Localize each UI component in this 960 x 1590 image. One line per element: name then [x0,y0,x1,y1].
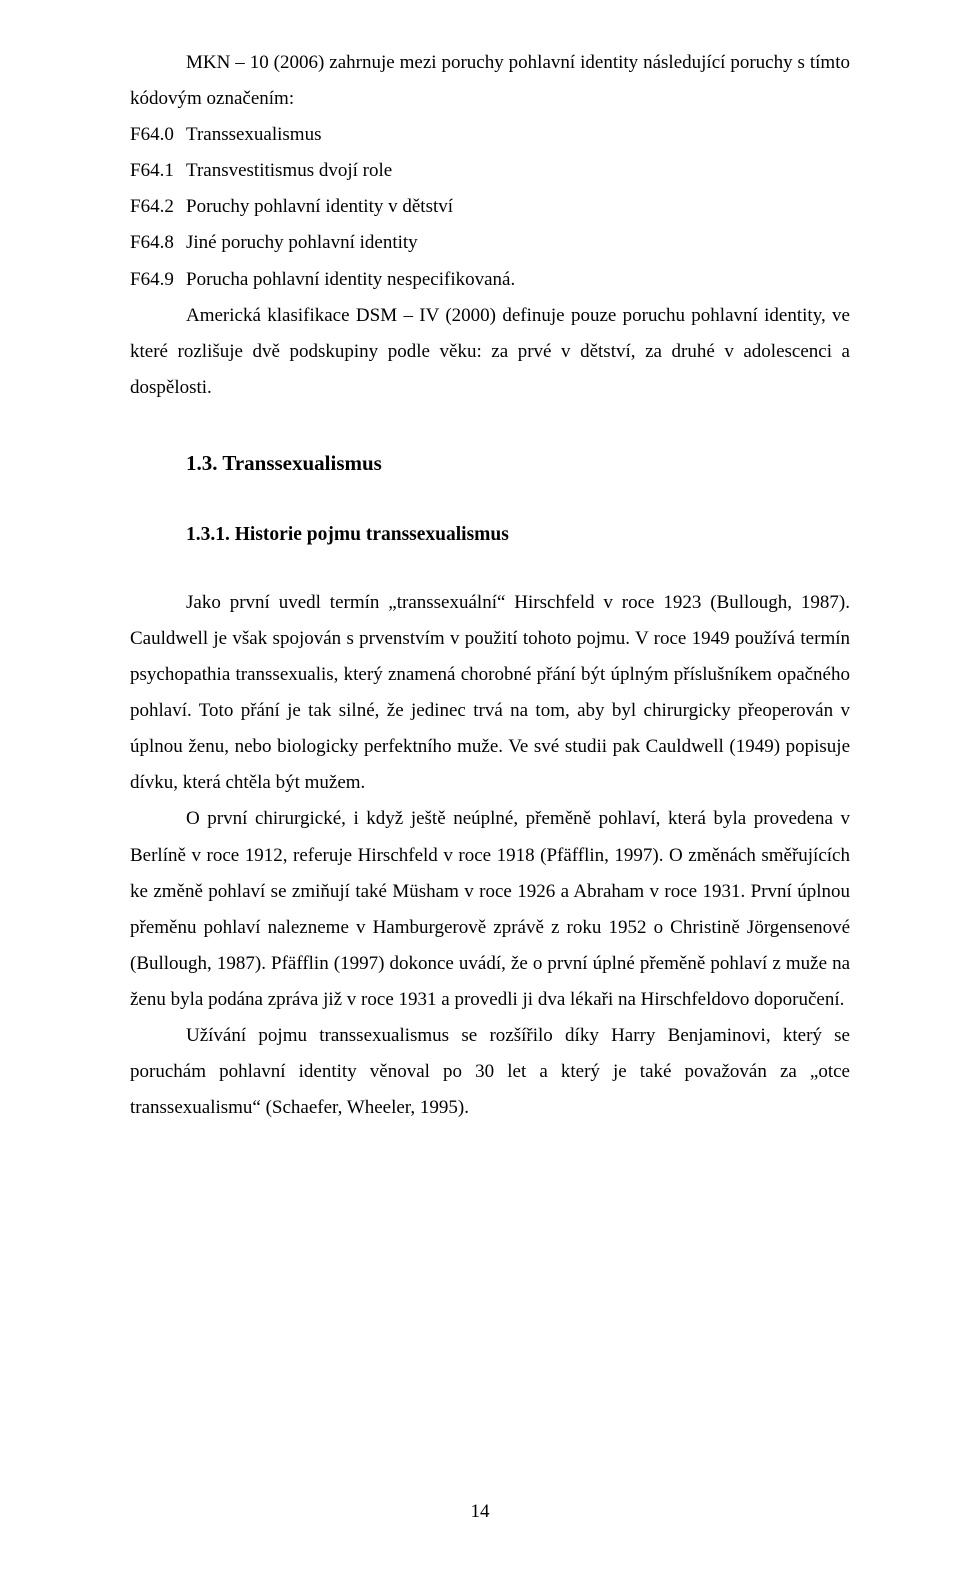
list-label: Transsexualismus [186,117,850,153]
after-list-paragraph: Americká klasifikace DSM – IV (2000) def… [130,298,850,406]
section-heading-1-3-1: 1.3.1. Historie pojmu transsexualismus [130,516,850,553]
body-paragraph: O první chirurgické, i když ještě neúpln… [130,801,850,1018]
list-label: Transvestitismus dvojí role [186,153,850,189]
list-code: F64.0 [130,117,186,153]
list-item: F64.0 Transsexualismus [130,117,850,153]
list-item: F64.2 Poruchy pohlavní identity v dětstv… [130,189,850,225]
list-code: F64.1 [130,153,186,189]
list-item: F64.1 Transvestitismus dvojí role [130,153,850,189]
classification-list: F64.0 Transsexualismus F64.1 Transvestit… [130,117,850,297]
list-code: F64.9 [130,262,186,298]
list-label: Porucha pohlavní identity nespecifikovan… [186,262,850,298]
list-code: F64.8 [130,225,186,261]
intro-paragraph: MKN – 10 (2006) zahrnuje mezi poruchy po… [130,45,850,117]
list-label: Jiné poruchy pohlavní identity [186,225,850,261]
body-paragraph: Jako první uvedl termín „transsexuální“ … [130,585,850,802]
list-item: F64.8 Jiné poruchy pohlavní identity [130,225,850,261]
list-code: F64.2 [130,189,186,225]
section-heading-1-3: 1.3. Transsexualismus [130,444,850,484]
list-label: Poruchy pohlavní identity v dětství [186,189,850,225]
body-paragraph: Užívání pojmu transsexualismus se rozšíř… [130,1018,850,1126]
list-item: F64.9 Porucha pohlavní identity nespecif… [130,262,850,298]
page-number: 14 [0,1494,960,1530]
